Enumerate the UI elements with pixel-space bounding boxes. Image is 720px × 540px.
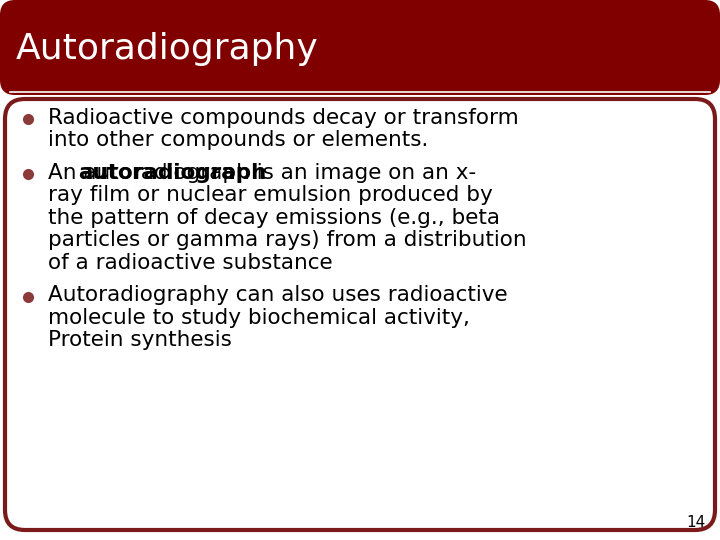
Text: An autoradiograph is an image on an x-: An autoradiograph is an image on an x- [48, 163, 476, 183]
Text: the pattern of decay emissions (e.g., beta: the pattern of decay emissions (e.g., be… [48, 208, 500, 228]
Text: into other compounds or elements.: into other compounds or elements. [48, 131, 428, 151]
Text: 14: 14 [687, 515, 706, 530]
Text: particles or gamma rays) from a distribution: particles or gamma rays) from a distribu… [48, 231, 526, 251]
FancyBboxPatch shape [0, 0, 720, 95]
Text: molecule to study biochemical activity,: molecule to study biochemical activity, [48, 308, 470, 328]
Text: Autoradiography can also uses radioactive: Autoradiography can also uses radioactiv… [48, 285, 508, 305]
Text: Radioactive compounds decay or transform: Radioactive compounds decay or transform [48, 108, 518, 128]
Text: ray film or nuclear emulsion produced by: ray film or nuclear emulsion produced by [48, 185, 492, 205]
Text: of a radioactive substance: of a radioactive substance [48, 253, 333, 273]
Text: Protein synthesis: Protein synthesis [48, 330, 232, 350]
Text: Autoradiography: Autoradiography [16, 32, 319, 66]
FancyBboxPatch shape [5, 99, 715, 530]
Text: autoradiograph: autoradiograph [78, 163, 266, 183]
